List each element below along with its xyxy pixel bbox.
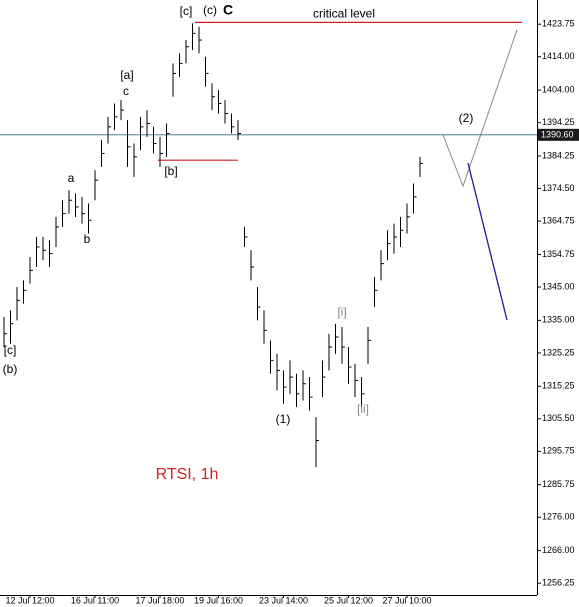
wave-label: (2) xyxy=(459,111,474,125)
last-price-box xyxy=(538,128,579,141)
x-tick-label: 19 Jul 16:00 xyxy=(194,595,243,605)
critical-level-label: critical level xyxy=(313,7,375,21)
forecast-path-up xyxy=(442,29,518,188)
x-tick-label: 16 Jul 11:00 xyxy=(71,595,119,605)
y-tick-label: 1345.00 xyxy=(542,281,575,291)
y-tick-label: 1256.25 xyxy=(542,578,575,588)
wave-label: [a] xyxy=(120,68,133,82)
y-tick-label: 1423.75 xyxy=(542,19,575,29)
y-tick-label: 1354.75 xyxy=(542,249,575,259)
x-tick-label: 25 Jul 12:00 xyxy=(324,595,373,605)
wave-label: b xyxy=(84,232,91,246)
y-tick-label: 1285.75 xyxy=(542,479,575,489)
x-tick-label: 12 Jul 12:00 xyxy=(5,595,54,605)
x-tick-label: 17 Jul 18:00 xyxy=(135,595,184,605)
y-tick-label: 1266.00 xyxy=(542,545,575,555)
wave-label: a xyxy=(68,171,75,185)
chart-title: RTSI, 1h xyxy=(156,466,219,483)
y-tick-label: 1335.00 xyxy=(542,315,575,325)
y-tick-label: 1384.25 xyxy=(542,150,575,160)
wave-label: c xyxy=(123,84,129,98)
forecast-path-down xyxy=(467,162,508,321)
wave-label: [i] xyxy=(337,305,346,319)
wave-label: (c) xyxy=(203,3,217,17)
y-tick-label: 1394.25 xyxy=(542,117,575,127)
x-tick-label: 23 Jul 14:00 xyxy=(259,595,308,605)
wave-label: [c] xyxy=(180,4,193,18)
y-tick-label: 1295.75 xyxy=(542,446,575,456)
wave-label: (1) xyxy=(276,412,291,426)
last-price-label: 1390.60 xyxy=(541,130,574,140)
y-tick-label: 1325.25 xyxy=(542,347,575,357)
wave-label: [c] xyxy=(4,343,17,357)
y-tick-label: 1315.25 xyxy=(542,381,575,391)
x-tick-label: 27 Jul 10:00 xyxy=(382,595,431,605)
wave-label: (b) xyxy=(3,362,18,376)
wave-label: [b] xyxy=(164,164,177,178)
y-tick-label: 1305.50 xyxy=(542,413,575,423)
wave-label: C xyxy=(223,2,233,18)
y-tick-label: 1404.00 xyxy=(542,84,575,94)
y-tick-label: 1364.75 xyxy=(542,215,575,225)
y-tick-label: 1414.00 xyxy=(542,51,575,61)
wave-label: [ii] xyxy=(357,402,369,416)
y-tick-label: 1276.00 xyxy=(542,512,575,522)
y-tick-label: 1374.50 xyxy=(542,183,575,193)
